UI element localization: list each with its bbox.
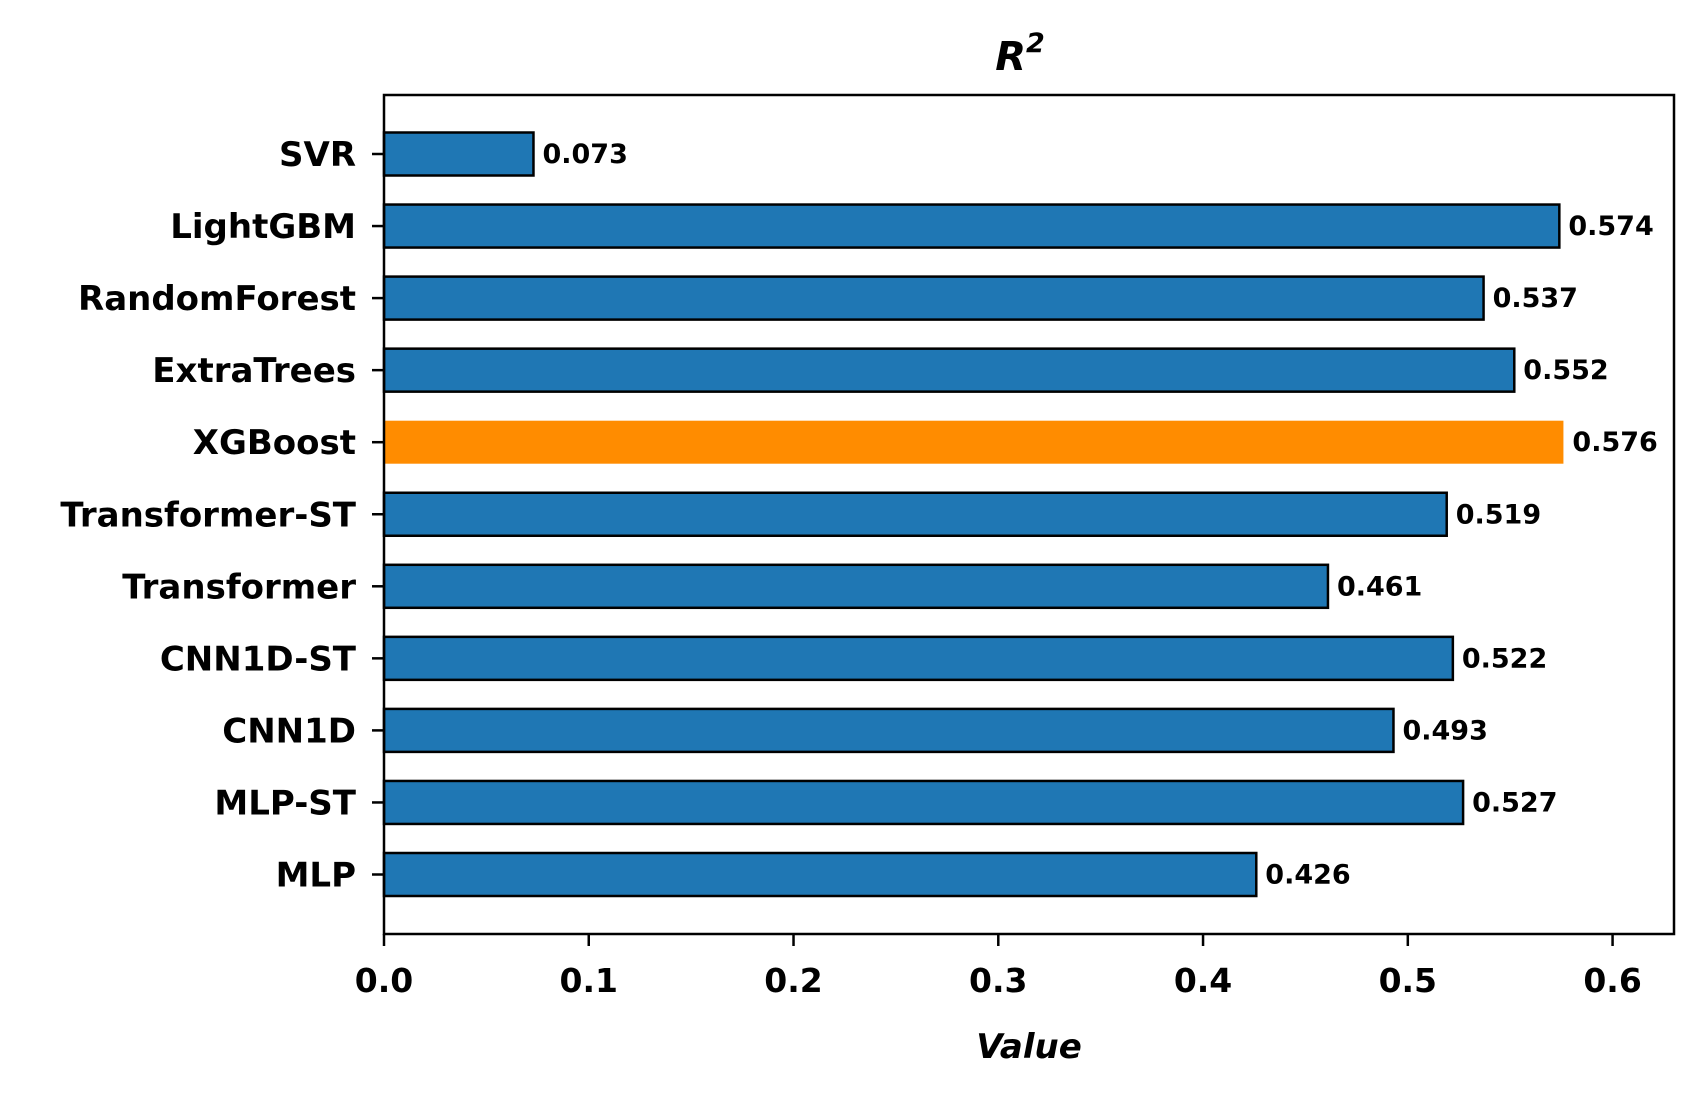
category-label: XGBoost	[193, 423, 356, 463]
category-label: CNN1D	[222, 711, 356, 751]
bar-transformer-st	[382, 491, 1448, 537]
category-label: MLP	[276, 856, 356, 896]
value-label: 0.426	[1265, 860, 1350, 891]
chart-title: R2	[995, 28, 1045, 80]
x-tick-label: 0.1	[560, 961, 618, 1000]
category-label: Transformer-ST	[60, 495, 356, 535]
x-tick-label: 0.2	[764, 961, 822, 1000]
value-label: 0.537	[1493, 283, 1578, 314]
bar-mlp	[382, 851, 1258, 898]
value-label: 0.522	[1462, 643, 1547, 674]
value-label: 0.527	[1472, 787, 1557, 818]
chart-title-superscript: 2	[1026, 28, 1045, 59]
bar-randomforest	[382, 275, 1485, 321]
category-label: RandomForest	[78, 279, 356, 319]
bar-cnn1d-st	[382, 635, 1455, 682]
category-label: MLP-ST	[214, 783, 356, 823]
value-label: 0.493	[1402, 715, 1487, 746]
category-label: ExtraTrees	[152, 351, 356, 391]
category-label: SVR	[279, 135, 356, 175]
value-label: 0.519	[1456, 499, 1541, 530]
x-tick-label: 0.0	[355, 961, 413, 1000]
value-label: 0.576	[1572, 427, 1657, 458]
bar-extratrees	[382, 347, 1516, 393]
bar-transformer	[382, 563, 1330, 610]
x-tick-label: 0.3	[969, 961, 1027, 1000]
bar-svr	[382, 131, 535, 177]
value-label: 0.461	[1337, 571, 1422, 602]
bar-xgboost	[384, 420, 1564, 464]
bar-mlp-st	[382, 779, 1465, 826]
x-axis-label: Value	[976, 1027, 1082, 1067]
x-tick-label: 0.4	[1174, 961, 1232, 1000]
bar-lightgbm	[382, 203, 1561, 249]
y-axis: SVR LightGBM RandomForest ExtraTrees XGBoost…	[60, 135, 384, 896]
x-tick-label: 0.6	[1583, 961, 1641, 1000]
bar-cnn1d	[382, 707, 1395, 754]
bars-group: 0.073 0.574 0.537 0.552 0.576 0.519 0.461 0.522…	[382, 131, 1658, 898]
chart-title-base: R	[995, 34, 1026, 80]
value-label: 0.552	[1523, 355, 1608, 386]
category-label: Transformer	[122, 567, 356, 607]
value-label: 0.073	[542, 139, 627, 170]
x-axis: 0.0 0.1 0.2 0.3 0.4 0.5 0.6	[355, 934, 1642, 1000]
category-label: LightGBM	[170, 207, 356, 247]
value-label: 0.574	[1568, 211, 1653, 242]
x-tick-label: 0.5	[1379, 961, 1437, 1000]
category-label: CNN1D-ST	[160, 639, 357, 679]
